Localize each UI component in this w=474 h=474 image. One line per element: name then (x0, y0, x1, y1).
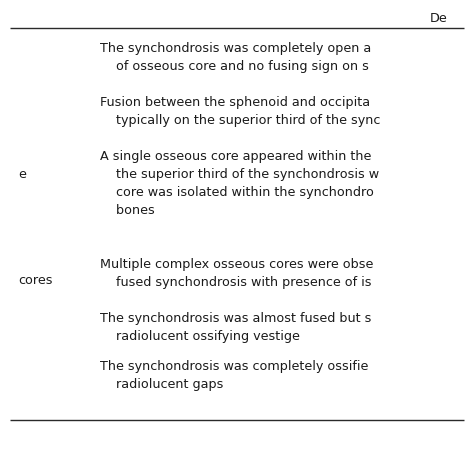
Text: The synchondrosis was completely open a: The synchondrosis was completely open a (100, 42, 371, 55)
Text: bones: bones (100, 204, 155, 217)
Text: typically on the superior third of the sync: typically on the superior third of the s… (100, 114, 380, 127)
Text: core was isolated within the synchondro: core was isolated within the synchondro (100, 186, 374, 199)
Text: radiolucent gaps: radiolucent gaps (100, 378, 223, 391)
Text: A single osseous core appeared within the: A single osseous core appeared within th… (100, 150, 371, 163)
Text: the superior third of the synchondrosis w: the superior third of the synchondrosis … (100, 168, 379, 181)
Text: Fusion between the sphenoid and occipita: Fusion between the sphenoid and occipita (100, 96, 370, 109)
Text: e: e (18, 168, 26, 181)
Text: De: De (430, 12, 448, 25)
Text: The synchondrosis was completely ossifie: The synchondrosis was completely ossifie (100, 360, 368, 373)
Text: radiolucent ossifying vestige: radiolucent ossifying vestige (100, 330, 300, 343)
Text: fused synchondrosis with presence of is: fused synchondrosis with presence of is (100, 276, 372, 289)
Text: of osseous core and no fusing sign on s: of osseous core and no fusing sign on s (100, 60, 369, 73)
Text: Multiple complex osseous cores were obse: Multiple complex osseous cores were obse (100, 258, 374, 271)
Text: cores: cores (18, 274, 53, 287)
Text: The synchondrosis was almost fused but s: The synchondrosis was almost fused but s (100, 312, 371, 325)
